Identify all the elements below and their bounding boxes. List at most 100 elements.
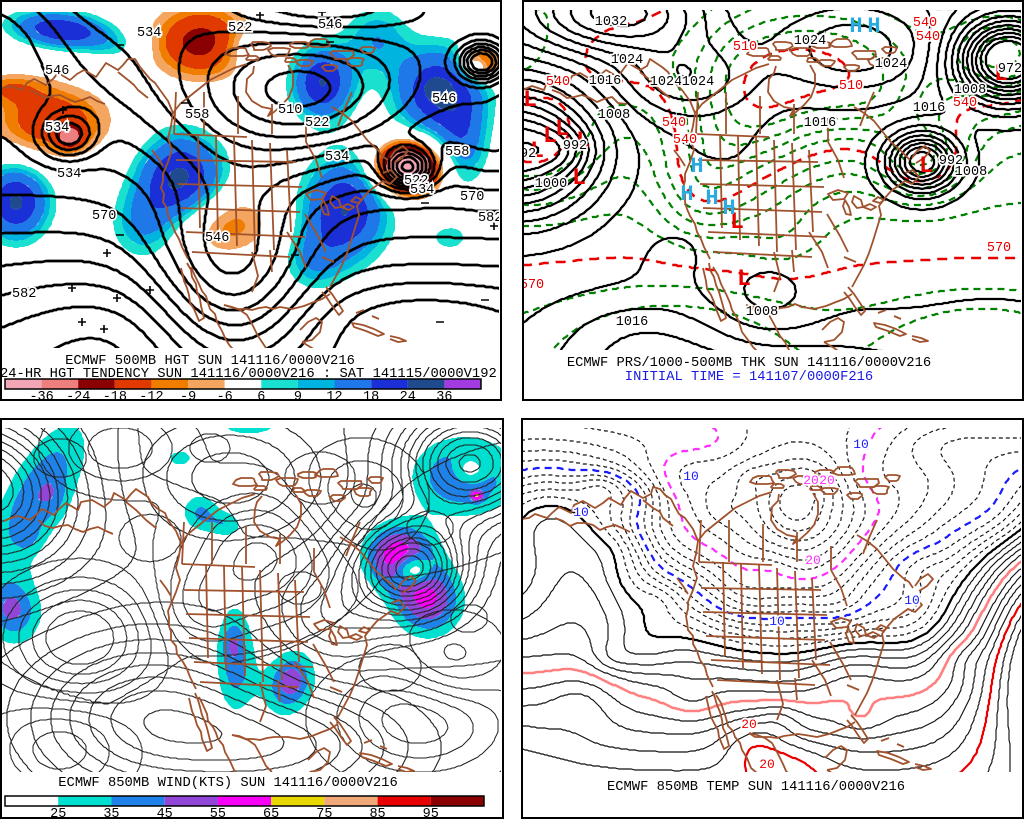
svg-text:510: 510 — [733, 40, 757, 55]
svg-text:H: H — [867, 14, 880, 39]
svg-text:1000: 1000 — [535, 177, 567, 192]
svg-text:L: L — [543, 123, 557, 149]
svg-text:992: 992 — [563, 139, 587, 154]
svg-text:570: 570 — [460, 190, 484, 205]
svg-text:20: 20 — [819, 473, 835, 488]
svg-text:1008: 1008 — [598, 108, 630, 123]
svg-text:540: 540 — [953, 96, 977, 111]
svg-text:1016: 1016 — [804, 116, 836, 131]
svg-text:1024: 1024 — [875, 57, 907, 72]
svg-text:L: L — [576, 128, 590, 154]
svg-text:24: 24 — [400, 390, 416, 405]
svg-text:20: 20 — [741, 717, 757, 732]
svg-text:55: 55 — [210, 807, 226, 819]
svg-text:534: 534 — [57, 167, 81, 182]
svg-text:H: H — [680, 182, 693, 207]
svg-text:534: 534 — [137, 26, 161, 41]
svg-text:522: 522 — [305, 116, 329, 131]
svg-text:1016: 1016 — [616, 315, 648, 330]
svg-text:9: 9 — [294, 390, 302, 405]
svg-text:-6: -6 — [217, 390, 233, 405]
svg-text:L: L — [730, 209, 744, 235]
svg-text:1024: 1024 — [650, 75, 682, 90]
svg-text:24-HR HGT TENDENCY SUN 141116/: 24-HR HGT TENDENCY SUN 141116/0000V216 :… — [0, 366, 497, 382]
svg-text:1008: 1008 — [954, 83, 986, 98]
svg-text:L: L — [555, 116, 569, 142]
svg-text:510: 510 — [278, 103, 302, 118]
svg-text:558: 558 — [185, 108, 209, 123]
svg-text:-24: -24 — [66, 390, 90, 405]
svg-text:36: 36 — [436, 390, 452, 405]
svg-text:-36: -36 — [29, 390, 53, 405]
svg-text:L: L — [919, 153, 933, 179]
svg-text:534: 534 — [45, 121, 69, 136]
svg-text:85: 85 — [369, 807, 385, 819]
svg-text:522: 522 — [228, 21, 252, 36]
svg-text:540: 540 — [913, 16, 937, 31]
svg-text:570: 570 — [520, 278, 544, 293]
svg-text:20: 20 — [803, 473, 819, 488]
svg-text:582: 582 — [12, 287, 36, 302]
svg-text:540: 540 — [916, 30, 940, 45]
svg-text:1016: 1016 — [589, 74, 621, 89]
svg-text:L: L — [530, 138, 544, 164]
svg-text:ECMWF 850MB WIND(KTS) SUN 1411: ECMWF 850MB WIND(KTS) SUN 141116/0000V21… — [58, 775, 397, 791]
svg-text:35: 35 — [103, 807, 119, 819]
svg-text:522: 522 — [404, 174, 428, 189]
svg-text:582: 582 — [478, 211, 502, 226]
svg-text:45: 45 — [157, 807, 173, 819]
svg-text:10: 10 — [769, 614, 785, 629]
svg-text:75: 75 — [316, 807, 332, 819]
svg-text:20: 20 — [805, 553, 821, 568]
svg-text:-9: -9 — [180, 390, 196, 405]
svg-text:L: L — [572, 165, 586, 191]
svg-text:H: H — [722, 196, 735, 221]
svg-text:-18: -18 — [103, 390, 127, 405]
svg-text:546: 546 — [205, 231, 229, 246]
svg-text:10: 10 — [853, 437, 869, 452]
svg-text:540: 540 — [662, 116, 686, 131]
svg-text:25: 25 — [50, 807, 66, 819]
svg-text:ECMWF 850MB TEMP SUN 141116/00: ECMWF 850MB TEMP SUN 141116/0000V216 — [607, 779, 905, 795]
svg-text:L: L — [523, 87, 537, 113]
svg-text:1024: 1024 — [611, 53, 643, 68]
svg-text:992: 992 — [512, 147, 536, 162]
svg-text:540: 540 — [673, 133, 697, 148]
svg-text:972: 972 — [998, 62, 1022, 77]
svg-text:L: L — [737, 266, 751, 292]
svg-text:1008: 1008 — [955, 165, 987, 180]
svg-text:546: 546 — [45, 64, 69, 79]
svg-text:H: H — [690, 154, 703, 179]
svg-text:6: 6 — [257, 390, 265, 405]
svg-text:540: 540 — [546, 75, 570, 90]
svg-text:558: 558 — [445, 145, 469, 160]
svg-text:534: 534 — [325, 150, 349, 165]
svg-text:992: 992 — [939, 154, 963, 169]
svg-text:H: H — [705, 186, 718, 211]
svg-text:L: L — [994, 61, 1008, 87]
svg-text:546: 546 — [318, 18, 342, 33]
svg-text:546: 546 — [432, 92, 456, 107]
svg-text:1024: 1024 — [682, 75, 714, 90]
svg-text:1016: 1016 — [913, 101, 945, 116]
svg-text:1032: 1032 — [595, 15, 627, 30]
svg-text:-12: -12 — [139, 390, 163, 405]
svg-text:10: 10 — [683, 469, 699, 484]
svg-text:570: 570 — [92, 209, 116, 224]
svg-text:ECMWF PRS/1000-500MB THK SUN 1: ECMWF PRS/1000-500MB THK SUN 141116/0000… — [567, 355, 931, 371]
svg-text:H: H — [849, 14, 862, 39]
svg-text:534: 534 — [410, 183, 434, 198]
svg-text:10: 10 — [573, 505, 589, 520]
svg-text:570: 570 — [987, 241, 1011, 256]
svg-text:18: 18 — [363, 390, 379, 405]
svg-text:20: 20 — [759, 757, 775, 772]
svg-text:510: 510 — [839, 79, 863, 94]
svg-text:ECMWF 500MB HGT SUN 141116/000: ECMWF 500MB HGT SUN 141116/0000V216 — [65, 353, 355, 369]
svg-text:1024: 1024 — [794, 34, 826, 49]
svg-text:10: 10 — [904, 593, 920, 608]
svg-text:65: 65 — [263, 807, 279, 819]
svg-text:12: 12 — [326, 390, 342, 405]
svg-text:INITIAL TIME = 141107/0000F216: INITIAL TIME = 141107/0000F216 — [625, 369, 873, 385]
svg-text:1008: 1008 — [746, 305, 778, 320]
svg-text:95: 95 — [423, 807, 439, 819]
